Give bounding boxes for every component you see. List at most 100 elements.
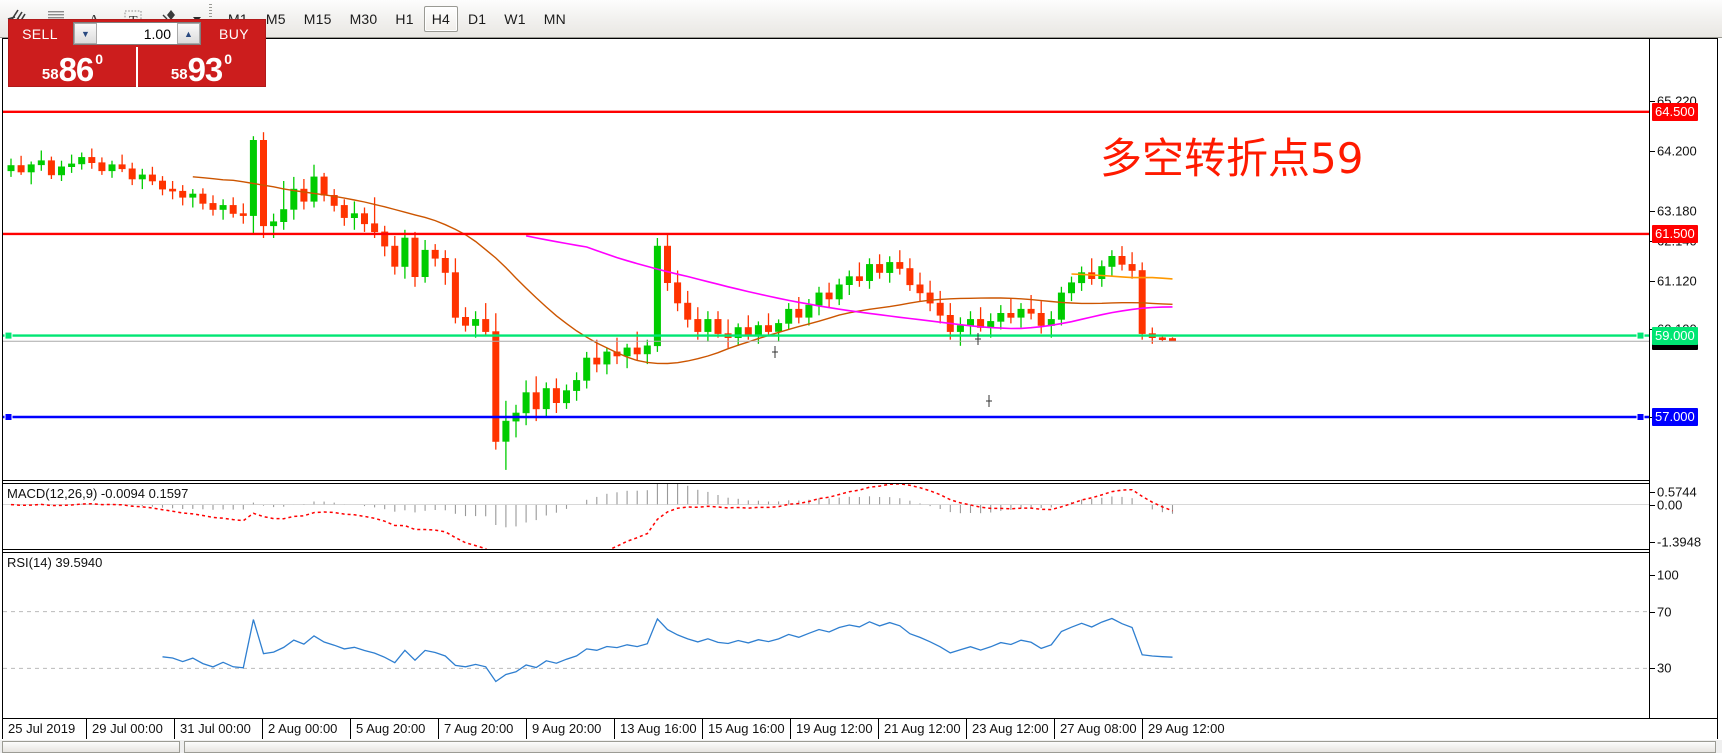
price-level-label-57.000[interactable]: 57.000 <box>1652 408 1698 427</box>
time-tick-label: 29 Jul 00:00 <box>92 721 163 736</box>
macd-histogram <box>20 484 1174 528</box>
timeframe-m5[interactable]: M5 <box>265 10 286 27</box>
scrollbar-thumb[interactable] <box>184 741 1716 753</box>
macd-pane[interactable] <box>3 484 1717 549</box>
candlestick-series <box>7 132 1177 470</box>
price-tick-label: 63.180 <box>1657 203 1697 219</box>
one-click-trading-panel[interactable]: SELL ▼ 1.00 ▲ BUY 58 86 0 58 93 0 <box>8 19 266 87</box>
scale-tick <box>1650 668 1655 670</box>
chart-marker <box>772 346 778 358</box>
scale-tick <box>1650 492 1655 493</box>
rsi-tick-70: 70 <box>1657 604 1672 620</box>
rsi-tick-100: 100 <box>1657 567 1679 583</box>
scale-tick <box>1650 504 1655 506</box>
time-tick <box>350 719 351 739</box>
sell-price-main: 86 <box>58 51 95 88</box>
macd-tick-max: 0.5744 <box>1657 484 1697 500</box>
rsi-line <box>162 617 1173 683</box>
time-tick <box>614 719 615 739</box>
time-tick-label: 7 Aug 20:00 <box>444 721 514 736</box>
scale-tick <box>1650 611 1655 613</box>
macd-label: MACD(12,26,9) -0.0094 0.1597 <box>7 486 189 501</box>
timeframe-mn[interactable]: MN <box>543 10 566 27</box>
toolbar-divider <box>206 3 215 34</box>
rsi-canvas <box>3 611 1649 683</box>
price-tick <box>1650 101 1655 102</box>
buy-button[interactable]: BUY <box>219 25 249 42</box>
chart-frame[interactable]: ▲ UKOil-,H4 58.930 58.960 58.860 58.860 … <box>2 38 1718 719</box>
time-tick <box>438 719 439 739</box>
volume-increment-button[interactable]: ▲ <box>177 23 200 44</box>
sell-price-pip: 0 <box>95 51 104 67</box>
price-tick <box>1650 211 1655 212</box>
timeframe-d1[interactable]: D1 <box>468 10 487 27</box>
chart-annotation-text[interactable]: 多空转折点59 <box>1100 134 1364 183</box>
price-tick <box>1650 281 1655 282</box>
buy-price-pip: 0 <box>224 51 233 67</box>
level-handle <box>4 413 13 421</box>
time-tick <box>174 719 175 739</box>
sell-button[interactable]: SELL <box>22 25 58 42</box>
rsi-label: RSI(14) 39.5940 <box>7 555 103 570</box>
time-tick-label: 29 Aug 12:00 <box>1148 721 1225 736</box>
ma-mid-line <box>525 235 1173 330</box>
volume-input[interactable]: 1.00 <box>97 23 177 44</box>
level-handle <box>1636 331 1645 340</box>
price-scale[interactable]: 65.22064.20063.18062.14061.12060.10058.0… <box>1649 39 1717 718</box>
chart-marker <box>975 333 981 345</box>
price-tick <box>1650 151 1655 152</box>
price-level-label-64.500[interactable]: 64.500 <box>1652 102 1698 121</box>
sell-price[interactable]: 58 86 0 <box>9 47 136 87</box>
time-tick-label: 19 Aug 12:00 <box>796 721 873 736</box>
time-tick <box>526 719 527 739</box>
time-tick-label: 23 Aug 12:00 <box>972 721 1049 736</box>
horizontal-scrollbar[interactable] <box>0 739 1722 753</box>
macd-tick-min: -1.3948 <box>1657 534 1702 550</box>
rsi-pane[interactable] <box>3 553 1717 718</box>
chart-marker <box>986 395 992 407</box>
time-tick-label: 25 Jul 2019 <box>8 721 76 736</box>
time-tick <box>262 719 263 739</box>
time-tick-label: 2 Aug 00:00 <box>268 721 338 736</box>
level-handle <box>1636 413 1645 421</box>
price-tick-label: 64.200 <box>1657 143 1697 159</box>
scale-tick <box>1650 542 1655 543</box>
pane-divider-1 <box>3 480 1717 481</box>
time-tick-label: 5 Aug 20:00 <box>356 721 426 736</box>
time-tick <box>2 719 3 739</box>
buy-price[interactable]: 58 93 0 <box>136 47 265 87</box>
price-pane[interactable] <box>3 39 1717 480</box>
timeframe-w1[interactable]: W1 <box>504 10 526 27</box>
pane-divider-1b <box>3 483 1717 484</box>
time-tick <box>878 719 879 739</box>
timeframe-h1[interactable]: H1 <box>395 10 414 27</box>
scrollbar-left-segment[interactable] <box>2 741 180 753</box>
time-tick-label: 31 Jul 00:00 <box>180 721 251 736</box>
rsi-tick-30: 30 <box>1657 660 1672 676</box>
macd-canvas <box>3 484 1649 549</box>
volume-stepper[interactable]: ▼ 1.00 ▲ <box>73 22 201 45</box>
pane-divider-2b <box>3 552 1717 553</box>
time-tick-label: 13 Aug 16:00 <box>620 721 697 736</box>
price-chart-canvas <box>3 110 1649 470</box>
timeframe-m15[interactable]: M15 <box>303 10 332 27</box>
time-scale[interactable]: 25 Jul 2019 29 Jul 00:00 31 Jul 00:00 2 Aug… <box>2 719 1718 739</box>
volume-decrement-button[interactable]: ▼ <box>74 23 97 44</box>
buy-price-prefix: 58 <box>170 66 188 83</box>
trade-panel-header: SELL ▼ 1.00 ▲ BUY <box>9 20 265 47</box>
time-tick-label: 21 Aug 12:00 <box>884 721 961 736</box>
timeframe-m30[interactable]: M30 <box>349 10 378 27</box>
trade-panel-prices: 58 86 0 58 93 0 <box>9 47 265 87</box>
pane-divider-2 <box>3 549 1717 550</box>
time-tick <box>86 719 87 739</box>
price-level-label-59.000[interactable]: 59.000 <box>1652 326 1698 345</box>
time-tick-label: 15 Aug 16:00 <box>708 721 785 736</box>
time-tick <box>966 719 967 739</box>
macd-signal-line <box>10 484 1173 549</box>
time-tick <box>1054 719 1055 739</box>
price-level-label-61.500[interactable]: 61.500 <box>1652 224 1698 243</box>
price-tick-label: 61.120 <box>1657 273 1697 289</box>
timeframe-h4[interactable]: H4 <box>423 5 458 32</box>
level-handle <box>4 331 13 340</box>
buy-price-main: 93 <box>187 51 224 88</box>
